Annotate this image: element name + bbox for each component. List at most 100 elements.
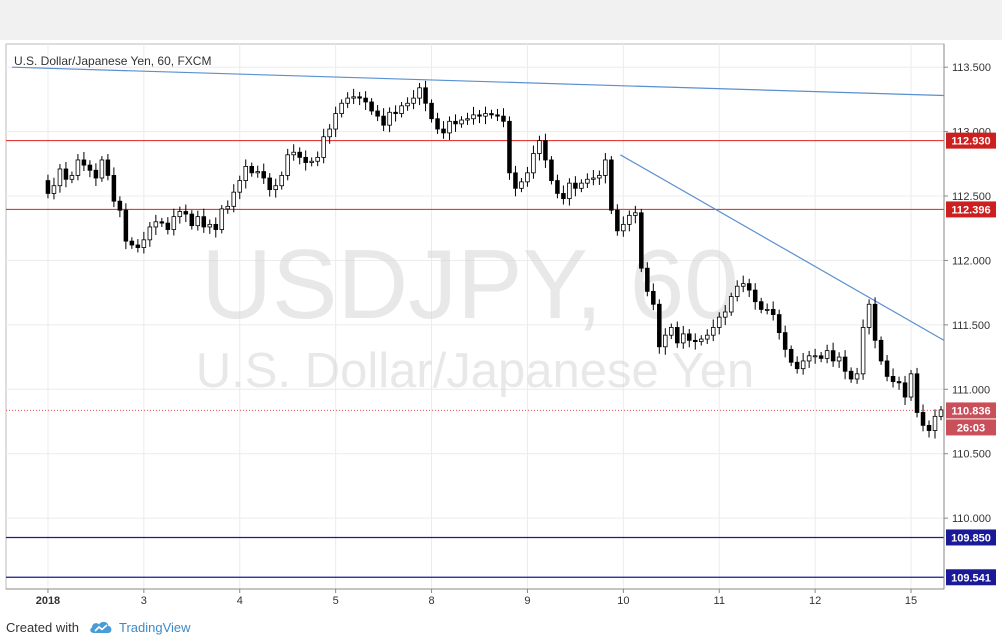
candle-body bbox=[75, 159, 81, 176]
trend-lines bbox=[11, 66, 945, 341]
candle-body bbox=[135, 244, 141, 248]
candle-body bbox=[489, 113, 494, 116]
candle-body bbox=[585, 178, 590, 184]
candle-body bbox=[603, 159, 608, 176]
candle-body bbox=[866, 303, 872, 328]
price-label-box bbox=[946, 569, 996, 586]
candle-body bbox=[435, 118, 440, 130]
lower-trend-line bbox=[620, 154, 945, 341]
price-label: 109.541 bbox=[951, 572, 991, 584]
candle-body bbox=[189, 213, 195, 227]
candle-body bbox=[321, 136, 326, 158]
candle-body bbox=[195, 216, 201, 227]
candle-body bbox=[255, 171, 260, 174]
candle-body bbox=[417, 87, 422, 99]
candle-body bbox=[459, 119, 464, 125]
candles bbox=[45, 80, 944, 439]
y-axis-ticks: 113.500113.000112.500112.000111.500111.0… bbox=[944, 62, 991, 525]
x-tick-label: 5 bbox=[333, 595, 339, 607]
candle-body bbox=[609, 159, 614, 211]
candle-body bbox=[219, 208, 225, 230]
chart-area[interactable]: USDJPY, 60 U.S. Dollar/Japanese Yen U.S.… bbox=[0, 40, 1002, 610]
tradingview-link[interactable]: TradingView bbox=[118, 619, 191, 635]
price-label-box bbox=[946, 419, 996, 436]
usdjpy-candlestick-chart[interactable]: USDJPY, 60 U.S. Dollar/Japanese Yen U.S.… bbox=[0, 40, 1002, 610]
candle-body bbox=[243, 165, 249, 181]
candle-body bbox=[501, 115, 506, 122]
candle-body bbox=[860, 327, 866, 375]
candle-body bbox=[483, 113, 488, 117]
candle-body bbox=[279, 175, 284, 187]
candle-body bbox=[884, 360, 890, 377]
candle-body bbox=[734, 285, 740, 297]
symbol-label: U.S. Dollar/Japanese Yen, 60, FXCM bbox=[14, 54, 211, 68]
x-tick-label: 11 bbox=[714, 595, 725, 607]
horizontal-lines bbox=[6, 140, 944, 578]
candle-body bbox=[651, 290, 656, 305]
footer: Created with TradingView bbox=[0, 610, 1002, 644]
candle-body bbox=[159, 221, 165, 224]
candle-body bbox=[663, 334, 668, 348]
x-tick-label: 10 bbox=[617, 595, 629, 607]
candle-body bbox=[704, 334, 710, 340]
y-tick-label: 112.500 bbox=[952, 191, 991, 203]
candle-body bbox=[201, 216, 207, 228]
y-tick-label: 111.500 bbox=[952, 320, 990, 332]
x-tick-label: 12 bbox=[809, 595, 821, 607]
candle-body bbox=[51, 185, 57, 194]
candle-body bbox=[525, 172, 530, 183]
candle-body bbox=[776, 314, 782, 334]
candle-body bbox=[872, 303, 878, 341]
candle-body bbox=[315, 156, 320, 162]
price-label: 109.850 bbox=[951, 532, 991, 544]
price-label: 26:03 bbox=[957, 422, 985, 434]
candle-body bbox=[165, 222, 171, 230]
y-tick-label: 110.500 bbox=[952, 449, 991, 461]
candle-body bbox=[57, 168, 63, 187]
candle-body bbox=[621, 223, 626, 232]
candle-body bbox=[764, 309, 770, 311]
candle-body bbox=[836, 356, 842, 362]
candle-body bbox=[669, 327, 674, 336]
y-tick-label: 112.000 bbox=[952, 255, 991, 267]
x-tick-label: 3 bbox=[141, 595, 147, 607]
candle-body bbox=[117, 200, 123, 211]
candle-body bbox=[681, 333, 686, 344]
candle-body bbox=[387, 111, 392, 126]
candle-body bbox=[555, 180, 560, 194]
x-tick-label: 4 bbox=[237, 595, 243, 607]
candle-body bbox=[693, 339, 698, 343]
candle-body bbox=[627, 214, 632, 225]
candle-body bbox=[902, 382, 908, 398]
candle-body bbox=[81, 159, 87, 166]
price-labels: 112.930 112.396 110.836 26:03 109.850 109.541 bbox=[946, 132, 996, 586]
candle-body bbox=[938, 409, 944, 417]
candle-body bbox=[645, 267, 650, 292]
candle-body bbox=[770, 309, 776, 315]
candle-body bbox=[141, 239, 147, 248]
candle-body bbox=[147, 226, 153, 241]
x-tick-label: 9 bbox=[524, 595, 530, 607]
x-axis-ticks: 2018 3 4 5 8 9 10 11 12 15 bbox=[36, 589, 917, 607]
candle-body bbox=[267, 177, 272, 190]
candle-body bbox=[740, 283, 746, 287]
candle-body bbox=[363, 97, 368, 103]
candle-body bbox=[333, 113, 338, 130]
candle-body bbox=[381, 115, 386, 126]
candle-body bbox=[63, 168, 69, 180]
candle-body bbox=[549, 159, 554, 181]
candle-body bbox=[285, 154, 290, 176]
candle-body bbox=[806, 355, 812, 362]
candle-body bbox=[393, 111, 398, 114]
candle-body bbox=[854, 373, 860, 380]
candle-body bbox=[99, 159, 105, 179]
candle-body bbox=[800, 360, 806, 370]
candle-body bbox=[207, 223, 213, 228]
top-bar bbox=[0, 0, 1002, 40]
candle-body bbox=[848, 370, 854, 380]
candle-body bbox=[429, 102, 434, 120]
candle-body bbox=[932, 415, 938, 431]
candle-body bbox=[896, 381, 902, 384]
candle-body bbox=[830, 350, 836, 362]
x-tick-label: 8 bbox=[428, 595, 434, 607]
